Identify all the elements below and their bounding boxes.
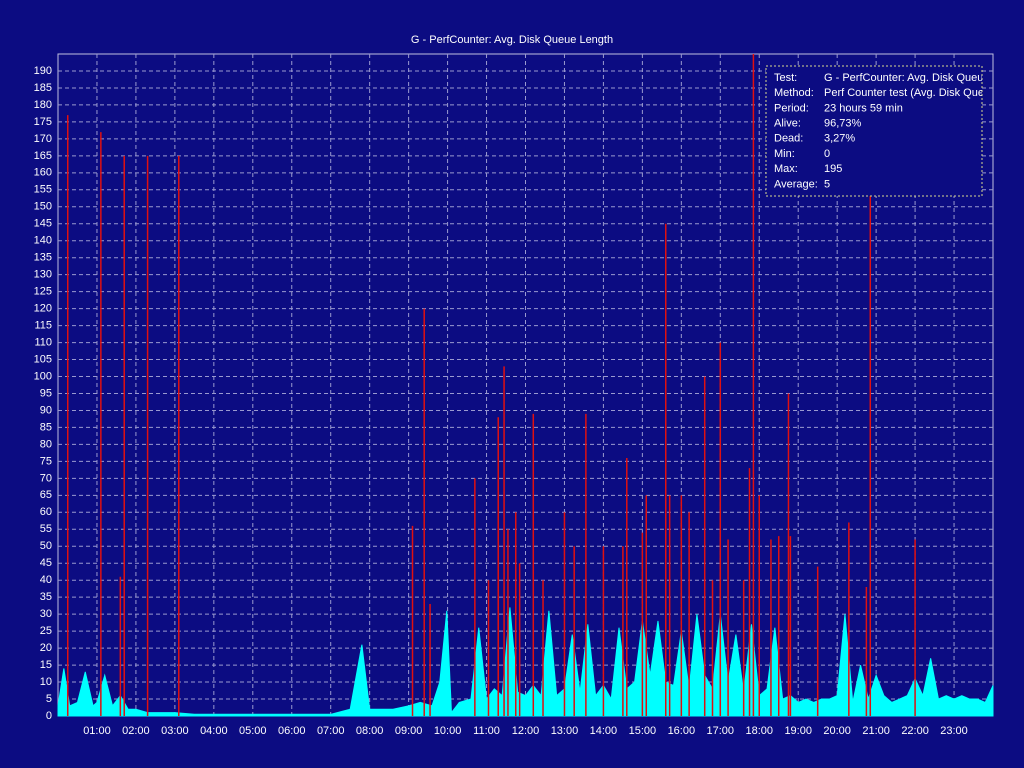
x-tick-label: 18:00 — [745, 725, 773, 737]
x-tick-label: 15:00 — [629, 725, 657, 737]
y-tick-label: 115 — [34, 319, 52, 331]
y-tick-label: 25 — [40, 625, 52, 637]
x-tick-label: 17:00 — [707, 725, 735, 737]
y-tick-label: 120 — [34, 303, 52, 315]
y-tick-label: 130 — [34, 269, 52, 281]
y-tick-label: 50 — [40, 540, 52, 552]
y-tick-label: 20 — [40, 642, 52, 654]
info-label: Min: — [774, 148, 795, 160]
info-label: Average: — [774, 178, 818, 190]
x-tick-label: 16:00 — [668, 725, 696, 737]
x-tick-label: 21:00 — [862, 725, 890, 737]
y-tick-label: 135 — [34, 252, 52, 264]
info-frame — [765, 65, 983, 197]
x-tick-label: 22:00 — [901, 725, 929, 737]
y-tick-label: 70 — [40, 472, 52, 484]
info-label: Period: — [774, 102, 809, 114]
x-tick-label: 19:00 — [784, 725, 812, 737]
x-tick-label: 04:00 — [200, 725, 228, 737]
y-tick-label: 150 — [34, 201, 52, 213]
y-tick-label: 175 — [34, 116, 52, 128]
y-tick-label: 40 — [40, 574, 52, 586]
x-tick-label: 10:00 — [434, 725, 462, 737]
y-tick-label: 165 — [34, 150, 52, 162]
y-tick-label: 45 — [40, 557, 52, 569]
x-tick-label: 20:00 — [823, 725, 851, 737]
y-tick-label: 15 — [40, 659, 52, 671]
y-tick-label: 30 — [40, 608, 52, 620]
x-tick-label: 03:00 — [161, 725, 189, 737]
y-tick-label: 125 — [34, 286, 52, 298]
x-tick-label: 07:00 — [317, 725, 345, 737]
x-tick-label: 02:00 — [122, 725, 150, 737]
info-label: Method: — [774, 87, 814, 99]
x-tick-label: 13:00 — [551, 725, 579, 737]
y-tick-label: 10 — [40, 676, 52, 688]
x-tick-label: 14:00 — [590, 725, 618, 737]
info-value: 0 — [824, 148, 830, 160]
y-tick-label: 160 — [34, 167, 52, 179]
info-label: Alive: — [774, 118, 801, 130]
y-tick-label: 60 — [40, 506, 52, 518]
y-tick-label: 110 — [34, 336, 52, 348]
y-tick-label: 180 — [34, 99, 52, 111]
y-tick-label: 90 — [40, 404, 52, 416]
y-tick-label: 190 — [34, 65, 52, 77]
info-rows: Test: G - PerfCounter: Avg. Disk Queue Met… — [774, 72, 990, 190]
x-tick-label: 12:00 — [512, 725, 540, 737]
info-value: G - PerfCounter: Avg. Disk Queue — [824, 72, 989, 84]
data — [57, 54, 994, 717]
y-tick-label: 75 — [40, 455, 52, 467]
x-tick-label: 08:00 — [356, 725, 384, 737]
info-value: 5 — [824, 178, 830, 190]
y-tick-label: 85 — [40, 421, 52, 433]
y-tick-label: 170 — [34, 133, 52, 145]
x-tick-label: 23:00 — [940, 725, 968, 737]
y-tick-label: 5 — [46, 693, 52, 705]
y-tick-label: 0 — [46, 710, 52, 722]
info-label: Dead: — [774, 133, 803, 145]
area-series — [57, 607, 994, 717]
y-tick-label: 155 — [34, 184, 52, 196]
x-tick-label: 05:00 — [239, 725, 267, 737]
info-value: 23 hours 59 min — [824, 102, 903, 114]
y-tick-label: 65 — [40, 489, 52, 501]
chart-title: G - PerfCounter: Avg. Disk Queue Length — [411, 34, 613, 46]
y-tick-label: 140 — [34, 235, 52, 247]
grid: 0510152025303540455055606570758085909510… — [34, 54, 993, 737]
y-tick-label: 55 — [40, 523, 52, 535]
x-tick-label: 11:00 — [473, 725, 500, 737]
x-tick-label: 09:00 — [395, 725, 423, 737]
x-tick-label: 06:00 — [278, 725, 306, 737]
y-tick-label: 185 — [34, 82, 52, 94]
y-tick-label: 95 — [40, 387, 52, 399]
info-value: Perf Counter test (Avg. Disk Queu — [824, 87, 990, 99]
y-tick-label: 100 — [34, 370, 52, 382]
info-label: Max: — [774, 163, 798, 175]
y-tick-label: 35 — [40, 591, 52, 603]
y-tick-label: 145 — [34, 218, 52, 230]
info-value: 195 — [824, 163, 842, 175]
x-tick-label: 01:00 — [83, 725, 111, 737]
y-tick-label: 80 — [40, 438, 52, 450]
info-value: 96,73% — [824, 118, 862, 130]
info-label: Test: — [774, 72, 797, 84]
info-box: Test: G - PerfCounter: Avg. Disk Queue Met… — [765, 65, 990, 197]
info-value: 3,27% — [824, 133, 855, 145]
y-tick-label: 105 — [34, 353, 52, 365]
